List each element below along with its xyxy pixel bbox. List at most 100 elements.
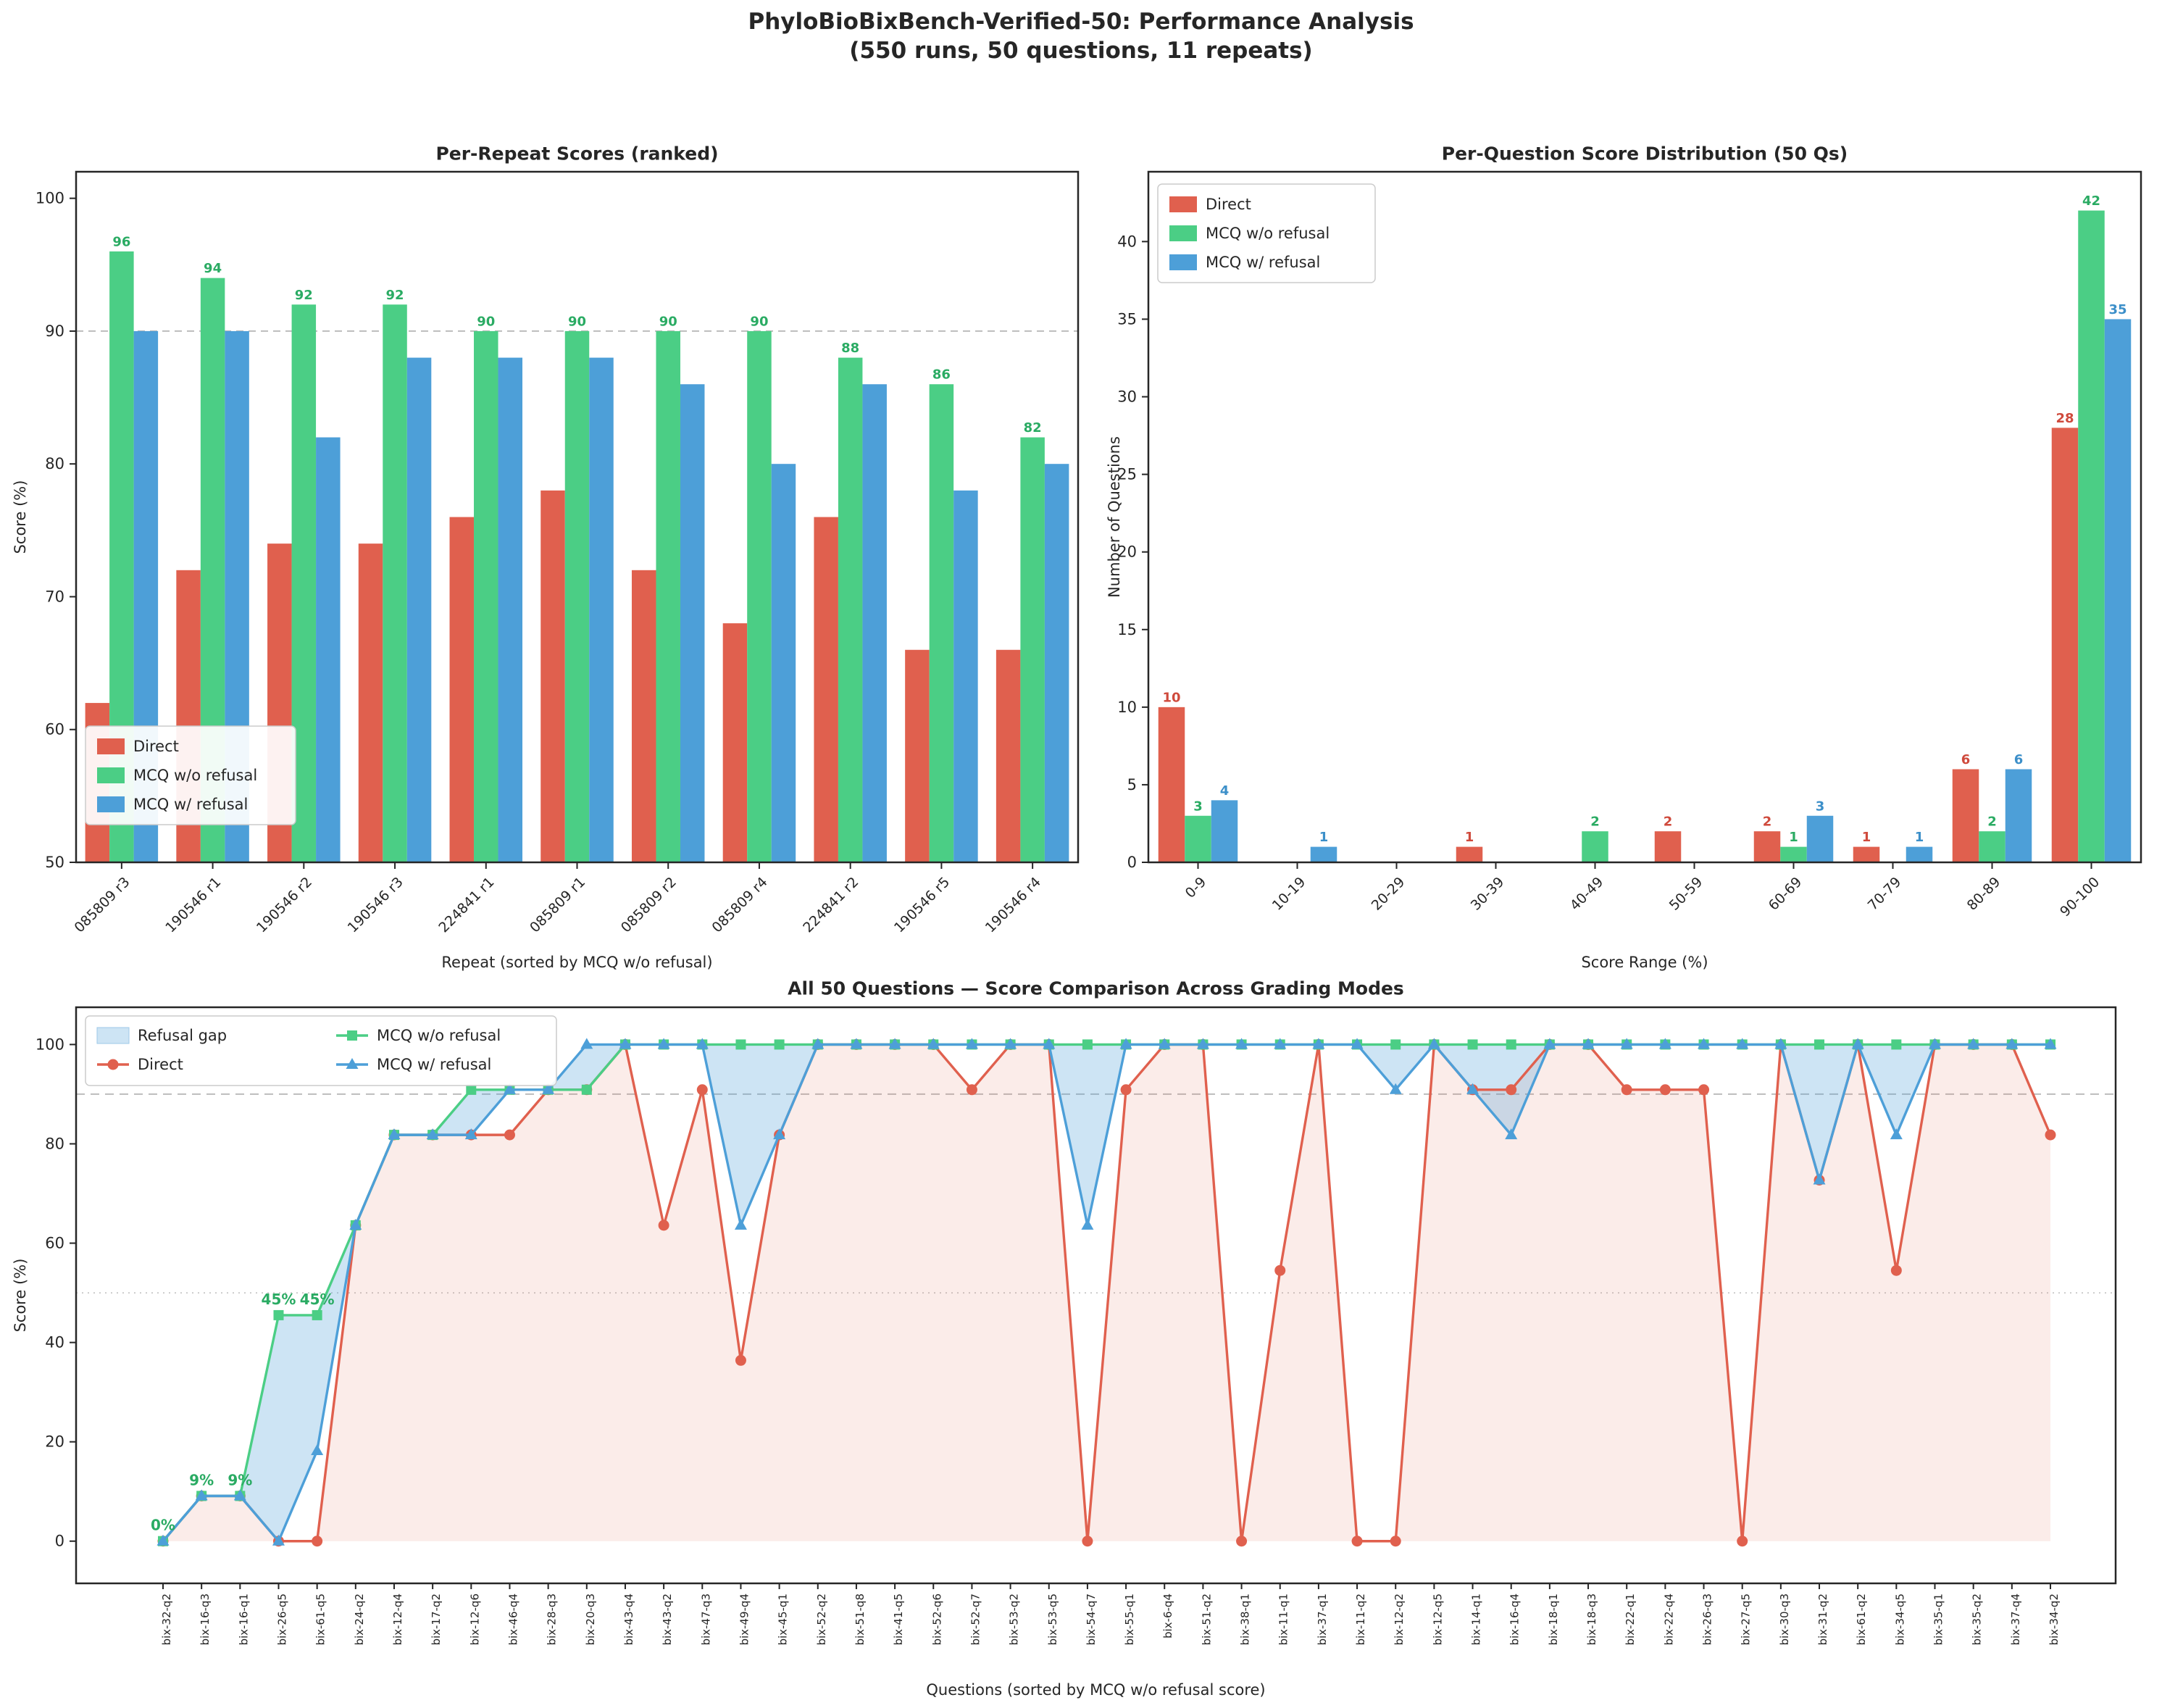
x-tick-label: bix-16-q3 xyxy=(199,1594,212,1646)
x-tick-label: bix-14-q1 xyxy=(1470,1594,1483,1646)
x-tick-label: 085809 r2 xyxy=(618,874,680,936)
mcq-w-refusal-line-marker xyxy=(233,1489,246,1501)
direct-line-marker xyxy=(1659,1084,1671,1096)
mcq-w-refusal-line-marker xyxy=(1004,1038,1017,1049)
y-axis-label: Score (%) xyxy=(12,1259,29,1333)
bar-value-label: 4 xyxy=(1220,783,1230,799)
x-tick-label: bix-52-q7 xyxy=(969,1594,982,1646)
bar-mcq-w-refusal-190546 r4 xyxy=(1044,464,1069,862)
mcq-w-refusal-line-marker xyxy=(349,1218,362,1230)
mcq-w-refusal-line-marker xyxy=(311,1444,324,1456)
direct-line-marker xyxy=(312,1536,323,1547)
legend-marker xyxy=(107,1059,119,1070)
legend-swatch xyxy=(97,796,125,812)
y-tick-label: 100 xyxy=(36,190,64,207)
mcq-w-refusal-line-marker xyxy=(426,1128,439,1140)
mcq-w-refusal-line-marker xyxy=(1505,1128,1518,1140)
figure-title: PhyloBioBixBench-Verified-50: Performanc… xyxy=(0,7,2162,65)
x-tick-label: bix-12-q2 xyxy=(1393,1594,1406,1646)
mcq-w-refusal-line-marker xyxy=(1312,1038,1325,1049)
x-tick-label: 80-89 xyxy=(1964,874,2004,914)
y-tick-label: 80 xyxy=(45,455,64,472)
x-tick-label: bix-61-q5 xyxy=(314,1594,327,1646)
x-tick-label: bix-37-q1 xyxy=(1316,1594,1329,1646)
x-tick-label: bix-41-q5 xyxy=(892,1594,905,1646)
mcq-w-refusal-line-marker xyxy=(2044,1038,2057,1049)
mcq-wo-refusal-line-marker xyxy=(1506,1039,1516,1050)
bar-mcq-w-o-refusal-90-100 xyxy=(2078,210,2105,862)
bar-value-label: 2 xyxy=(1664,815,1673,830)
y-tick-label: 40 xyxy=(1117,233,1137,250)
x-tick-label: 70-79 xyxy=(1865,874,1905,914)
bar-mcq-w-refusal-224841 r2 xyxy=(862,384,887,862)
mcq-w-refusal-line-marker xyxy=(1813,1173,1826,1185)
bar-direct-190546 r4 xyxy=(996,649,1021,862)
legend-label: MCQ w/ refusal xyxy=(1206,254,1320,271)
direct-line-marker xyxy=(504,1129,515,1141)
mcq-wo-refusal-line-marker xyxy=(581,1084,592,1095)
bar-value-label: 94 xyxy=(204,261,222,276)
y-tick-label: 0 xyxy=(55,1533,64,1550)
figure-title-line1: PhyloBioBixBench-Verified-50: Performanc… xyxy=(748,9,1414,35)
x-axis-label: Repeat (sorted by MCQ w/o refusal) xyxy=(441,954,712,971)
mcq-w-refusal-line-marker xyxy=(1427,1038,1440,1049)
bar-direct-085809 r1 xyxy=(540,490,565,862)
direct-line-marker xyxy=(1236,1536,1248,1547)
mcq-w-refusal-line-marker xyxy=(1196,1038,1209,1049)
x-tick-label: bix-34-q5 xyxy=(1893,1594,1906,1646)
mcq-w-refusal-line-marker xyxy=(1582,1038,1595,1049)
bar-direct-190546 r5 xyxy=(905,649,930,862)
direct-line-marker xyxy=(1890,1265,1902,1276)
mcq-wo-refusal-line-marker xyxy=(1891,1039,1902,1050)
bar-value-label: 86 xyxy=(932,367,951,383)
mcq-w-refusal-line-marker xyxy=(156,1534,170,1546)
bar-value-label: 3 xyxy=(1816,799,1825,814)
plot-box xyxy=(75,1006,2117,1585)
x-tick-label: bix-54-q7 xyxy=(1085,1594,1098,1646)
mcq-w-refusal-line-marker xyxy=(503,1083,516,1094)
bar-mcq-w-o-refusal-190546 r5 xyxy=(929,384,954,862)
bar-mcq-w-o-refusal-085809 r1 xyxy=(564,330,590,862)
mcq-wo-refusal-line-marker xyxy=(774,1039,785,1050)
chart-title: Per-Repeat Scores (ranked) xyxy=(435,143,718,164)
direct-line-marker xyxy=(696,1084,708,1096)
x-tick-label: bix-49-q4 xyxy=(738,1594,751,1646)
direct-line-marker xyxy=(1506,1084,1517,1096)
y-tick-label: 10 xyxy=(1117,699,1137,716)
bar-mcq-w-o-refusal-224841 r2 xyxy=(838,357,863,863)
direct-line-marker xyxy=(1698,1084,1710,1096)
y-tick-label: 40 xyxy=(45,1334,64,1351)
y-tick-label: 25 xyxy=(1117,466,1137,483)
bar-direct-90-100 xyxy=(2051,428,2079,862)
mcq-w-refusal-line-marker xyxy=(734,1218,747,1230)
bar-direct-50-59 xyxy=(1654,831,1682,862)
chart-title: All 50 Questions — Score Comparison Acro… xyxy=(788,978,1404,999)
x-tick-label: 60-69 xyxy=(1766,874,1806,914)
bar-mcq-w-refusal-085809 r1 xyxy=(589,357,614,863)
x-tick-label: bix-31-q2 xyxy=(1816,1594,1829,1646)
x-tick-label: bix-35-q1 xyxy=(1932,1594,1945,1646)
mcq-w-refusal-line-marker xyxy=(580,1038,593,1049)
x-tick-label: bix-52-q2 xyxy=(815,1594,828,1646)
direct-line xyxy=(162,1041,2052,1543)
plot-box xyxy=(1147,170,2142,864)
mcq-w-refusal-line-marker xyxy=(1543,1038,1556,1049)
bar-direct-60-69 xyxy=(1753,831,1781,862)
mcq-w-refusal-line-marker xyxy=(464,1128,477,1140)
bar-mcq-w-refusal-190546 r5 xyxy=(953,490,978,862)
mcq-w-refusal-line-marker xyxy=(1235,1038,1248,1049)
bar-direct-085809 r2 xyxy=(631,570,656,862)
direct-line-marker xyxy=(1082,1536,1093,1547)
mcq-w-refusal-line xyxy=(162,1041,2050,1544)
bar-direct-085809 r4 xyxy=(722,623,748,862)
bar-value-label: 96 xyxy=(112,234,130,249)
direct-line-marker xyxy=(735,1354,746,1366)
mcq-w-refusal-line-marker xyxy=(850,1038,863,1049)
y-tick-label: 15 xyxy=(1117,621,1137,638)
bar-direct-70-79 xyxy=(1853,846,1880,862)
bar-mcq-w-o-refusal-60-69 xyxy=(1780,846,1807,862)
bar-value-label: 6 xyxy=(2014,752,2024,767)
bar-value-label: 10 xyxy=(1162,690,1180,705)
direct-line-marker xyxy=(2045,1129,2056,1141)
legend-label: MCQ w/o refusal xyxy=(133,767,257,784)
